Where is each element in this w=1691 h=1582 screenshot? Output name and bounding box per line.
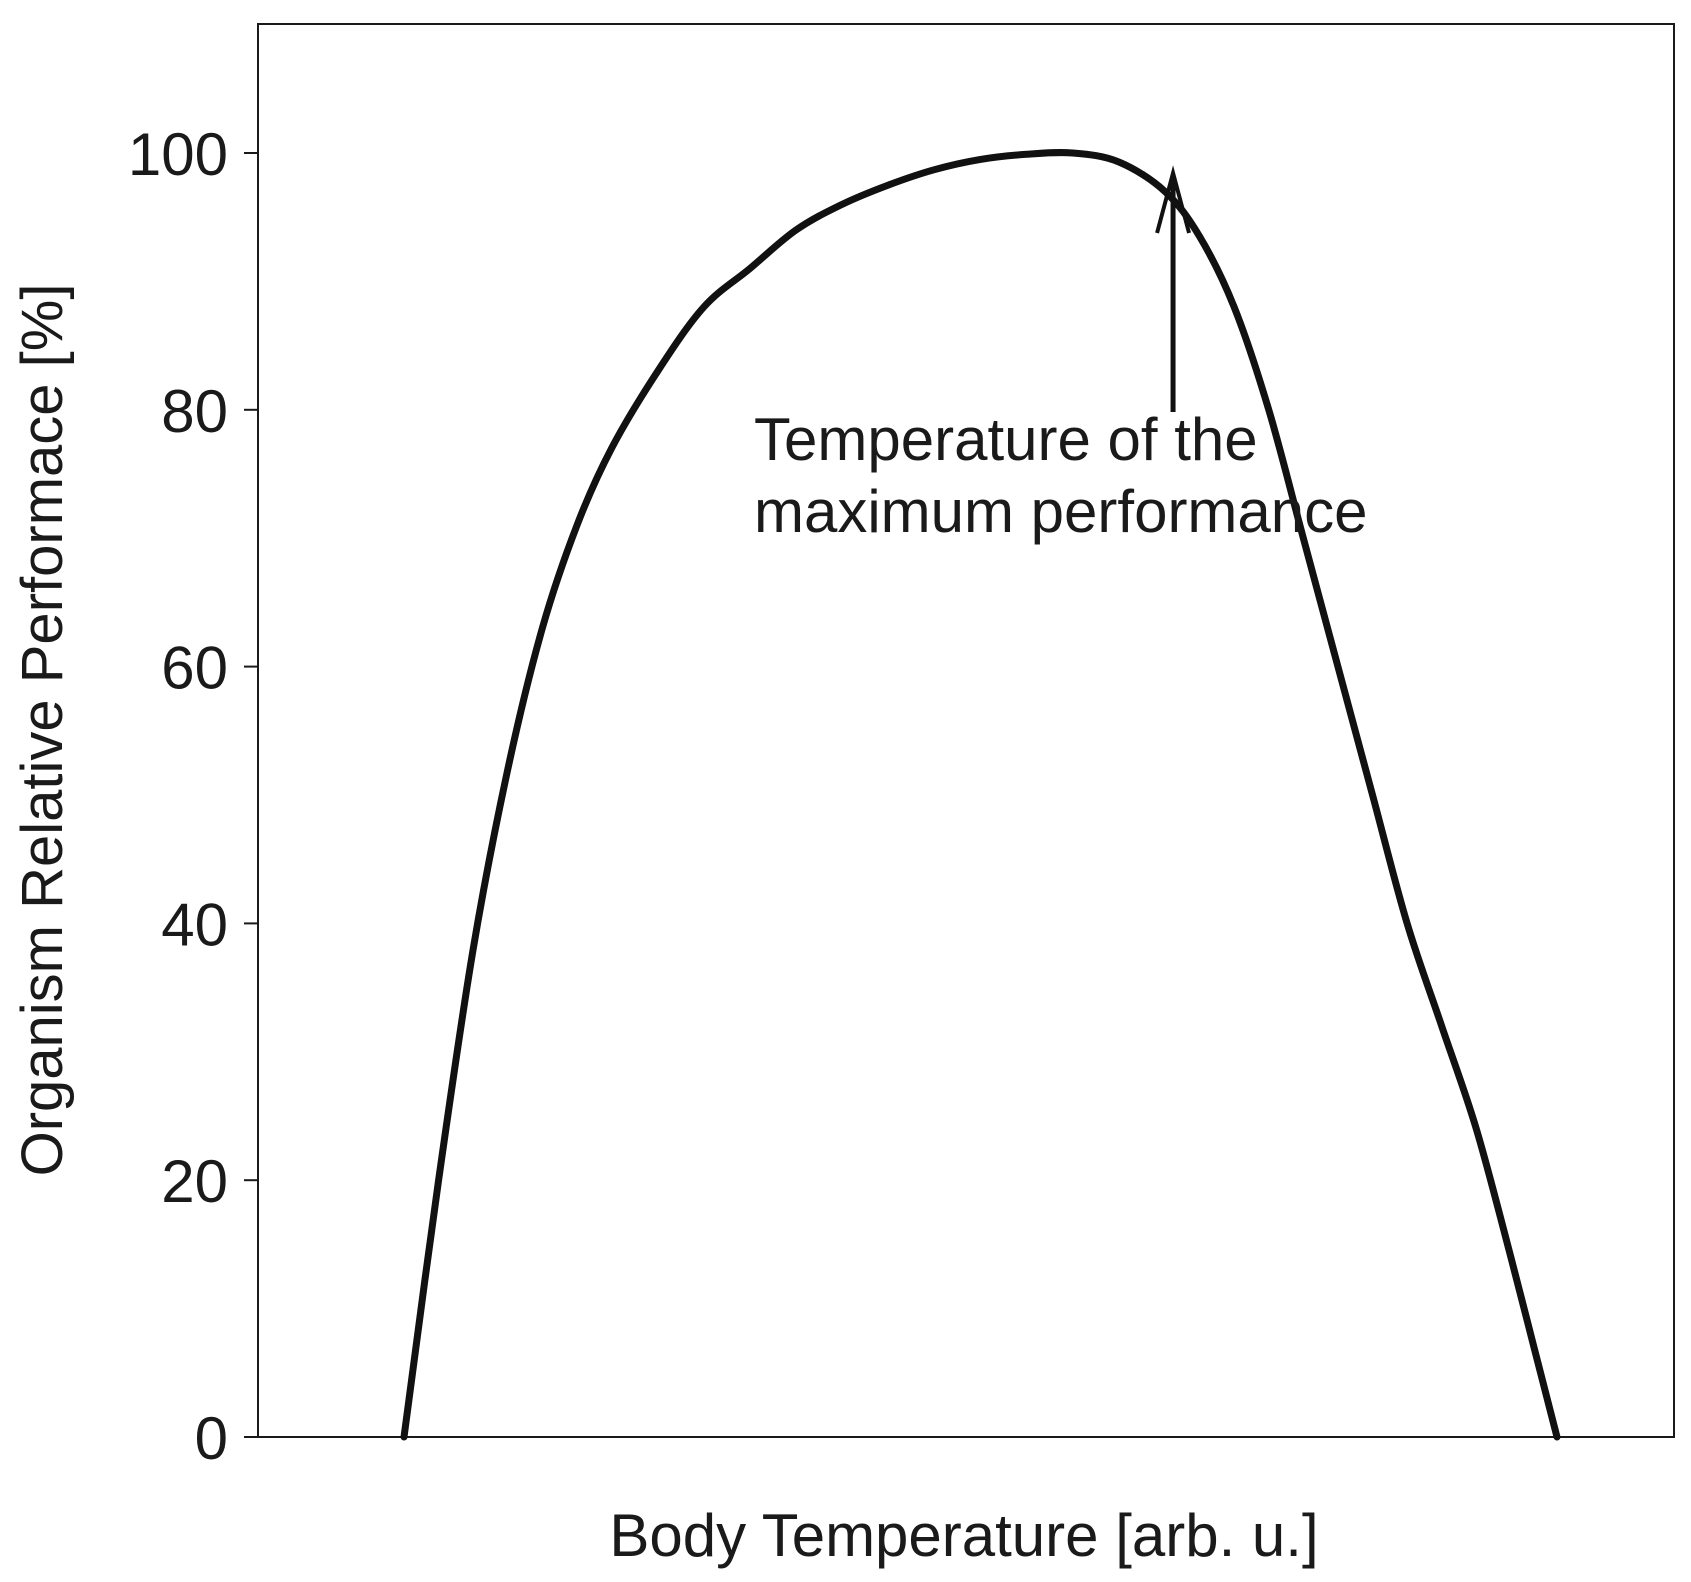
series-layer xyxy=(400,149,1561,1441)
y-tick-label: 20 xyxy=(161,1148,228,1215)
y-axis-label: Organism Relative Performace [%] xyxy=(10,284,75,1177)
y-tick-label: 80 xyxy=(161,378,228,445)
performance-curve xyxy=(400,149,1561,1441)
annotation-text-line: Temperature of the xyxy=(754,406,1258,473)
annotation-text-line: maximum performance xyxy=(754,478,1368,545)
y-tick-label: 60 xyxy=(161,635,228,702)
plot-frame xyxy=(257,23,1675,1438)
y-tick-label: 100 xyxy=(128,121,228,188)
annotation-arrow-head xyxy=(1155,165,1191,234)
y-tick-label: 0 xyxy=(195,1405,228,1472)
y-tick-label: 40 xyxy=(161,891,228,958)
x-axis-label: Body Temperature [arb. u.] xyxy=(609,1502,1318,1569)
y-axis-ticks: 0 20 40 60 80 100 xyxy=(128,121,258,1472)
